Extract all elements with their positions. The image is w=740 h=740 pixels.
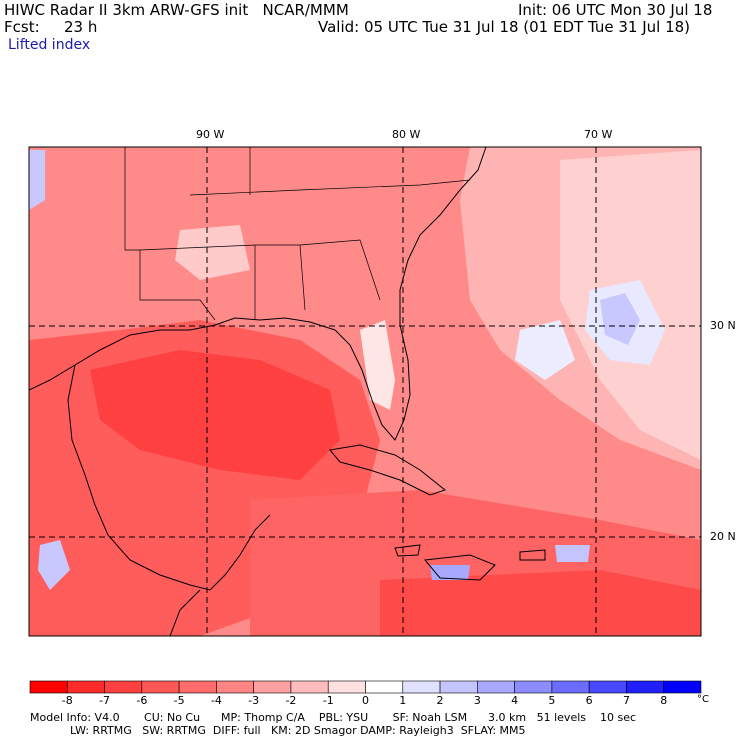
puerto-rico-coastline xyxy=(519,549,546,561)
colorbar-swatch xyxy=(104,680,143,694)
colorbar-swatch xyxy=(253,680,292,694)
field-caribbean-core xyxy=(380,570,701,636)
colorbar-tick-label: 2 xyxy=(436,694,444,707)
colorbar-tick-label: 6 xyxy=(585,694,593,707)
lon-label-70w: 70 W xyxy=(584,128,613,141)
field-name: Lifted index xyxy=(8,37,91,53)
colorbar-tick-label: 7 xyxy=(622,694,630,707)
state-borders xyxy=(124,147,471,321)
colorbar-swatch xyxy=(626,680,665,694)
field-positive-core xyxy=(600,293,640,345)
colorbar-tick-label: 5 xyxy=(548,694,556,707)
lon-label-80w: 80 W xyxy=(392,128,421,141)
model-info-line2: LW: RRTMG SW: RRTMG DIFF: full KM: 2D Sm… xyxy=(70,724,526,737)
valid-time: Valid: 05 UTC Tue 31 Jul 18 (01 EDT Tue … xyxy=(318,18,691,36)
field-positive-patch xyxy=(515,320,575,380)
colorbar-tick-label: 8 xyxy=(660,694,668,707)
forecast-label: Fcst: xyxy=(4,18,40,36)
lon-label-90w: 90 W xyxy=(196,128,225,141)
colorbar-unit: °C xyxy=(697,694,709,705)
colorbar-tick-label: 1 xyxy=(399,694,407,707)
colorbar-swatch xyxy=(178,680,217,694)
colorbar-swatch xyxy=(29,680,68,694)
jamaica-coastline xyxy=(394,544,421,557)
field-puerto-rico-positive xyxy=(555,545,590,562)
forecast-hour: 23 h xyxy=(64,18,98,36)
field-inland-patch xyxy=(175,225,250,280)
field-florida-stable xyxy=(360,320,395,410)
colorbar-tick-label: -2 xyxy=(285,694,297,707)
mexico-coastline xyxy=(67,364,271,591)
colorbar-tick-label: 3 xyxy=(473,694,481,707)
cuba-coastline xyxy=(329,444,447,496)
lat-label-30n: 30 N xyxy=(710,319,736,332)
map-frame xyxy=(28,146,702,637)
colorbar-tick-label: -7 xyxy=(99,694,111,707)
init-time: Init: 06 UTC Mon 30 Jul 18 xyxy=(518,1,713,19)
lat-label-20n: 20 N xyxy=(710,530,736,543)
field-hispaniola-positive xyxy=(430,565,470,580)
central-america-coastline xyxy=(169,589,201,636)
colorbar-tick-label: -1 xyxy=(322,694,334,707)
colorbar-swatch xyxy=(663,680,702,694)
colorbar-tick-label: 4 xyxy=(511,694,519,707)
colorbar-swatch xyxy=(439,680,478,694)
colorbar-swatch xyxy=(290,680,329,694)
colorbar-tick-label: -6 xyxy=(136,694,148,707)
us-coastline xyxy=(29,147,487,441)
colorbar-swatch xyxy=(588,680,627,694)
model-info-line1: Model Info: V4.0 CU: No Cu MP: Thomp C/A… xyxy=(30,711,637,724)
map-title: HIWC Radar II 3km ARW-GFS init NCAR/MMM xyxy=(4,1,349,19)
colorbar-swatch xyxy=(551,680,590,694)
field-gulf-core xyxy=(90,350,340,480)
colorbar-tick-label: -5 xyxy=(173,694,185,707)
colorbar-tick-label: -4 xyxy=(210,694,222,707)
field-northwest-positive xyxy=(29,150,45,210)
colorbar-tick-label: -8 xyxy=(61,694,73,707)
field-mexico-positive xyxy=(38,540,70,590)
colorbar-swatch xyxy=(66,680,105,694)
colorbar-tick-label: 0 xyxy=(362,694,369,707)
colorbar-swatch xyxy=(477,680,515,694)
colorbar-swatch xyxy=(514,680,553,694)
colorbar-swatch xyxy=(216,680,254,694)
colorbar-swatch xyxy=(365,680,404,694)
colorbar-swatch xyxy=(402,680,441,694)
colorbar-swatch xyxy=(141,680,180,694)
colorbar-swatch xyxy=(327,680,366,694)
hispaniola-coastline xyxy=(424,554,496,581)
colorbar-tick-label: -3 xyxy=(248,694,260,707)
